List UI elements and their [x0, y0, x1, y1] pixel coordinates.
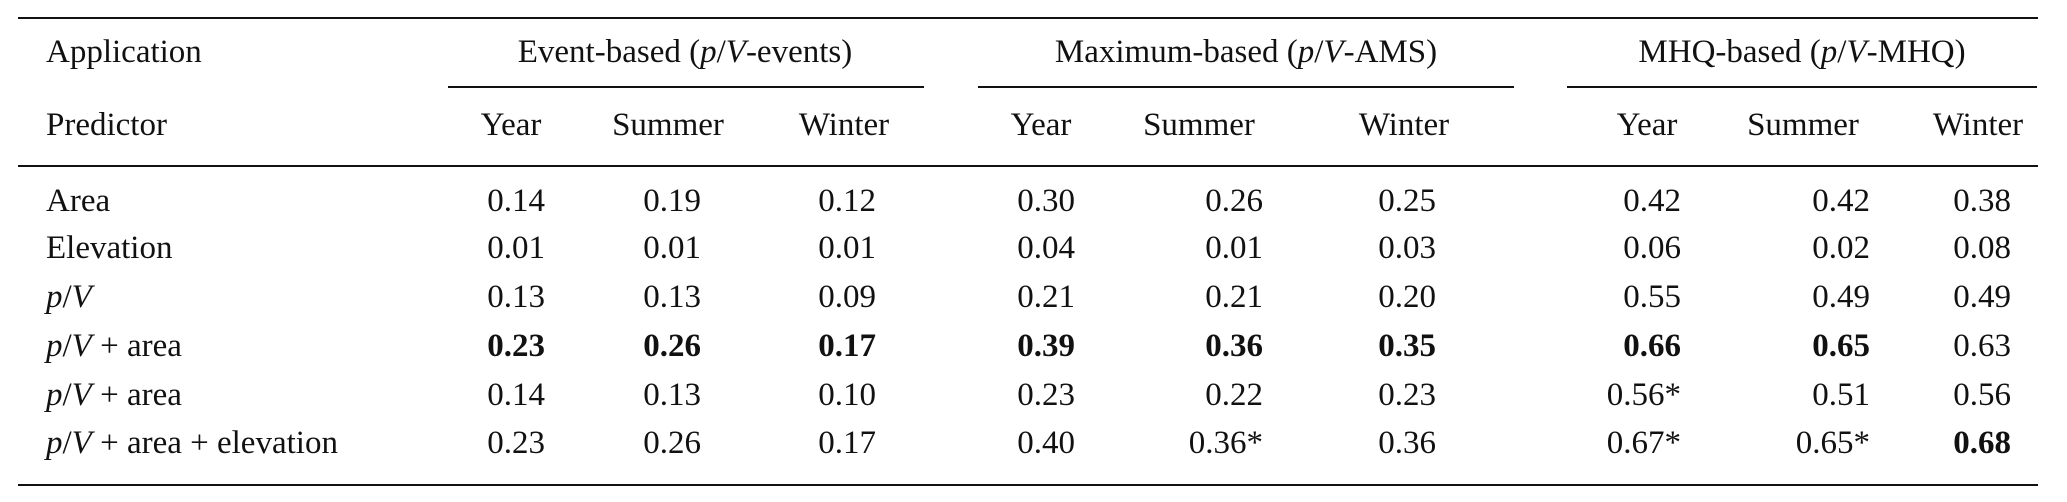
predictor-cell: p/V + area + elevation [44, 425, 338, 461]
value-cell: 0.10 [818, 377, 876, 413]
column-header: Summer [1143, 107, 1255, 143]
column-header: Year [1011, 107, 1072, 143]
value-cell: 0.23 [1017, 377, 1075, 413]
value-cell: 0.39 [1017, 328, 1075, 364]
value-cell: 0.08 [1953, 230, 2011, 266]
value-cell: 0.20 [1378, 279, 1436, 315]
value-cell: 0.36 [1378, 425, 1436, 461]
column-header: Winter [1359, 107, 1449, 143]
column-header: Summer [612, 107, 724, 143]
value-cell: 0.42 [1812, 183, 1870, 219]
value-cell: 0.23 [487, 425, 545, 461]
value-cell: 0.63 [1953, 328, 2011, 364]
value-cell: 0.49 [1812, 279, 1870, 315]
value-cell: 0.42 [1623, 183, 1681, 219]
value-cell: 0.25 [1378, 183, 1436, 219]
value-cell: 0.04 [1017, 230, 1075, 266]
value-cell: 0.17 [818, 328, 876, 364]
value-cell: 0.38 [1953, 183, 2011, 219]
value-cell: 0.17 [818, 425, 876, 461]
value-cell: 0.40 [1017, 425, 1075, 461]
predictor-cell: p/V + area [44, 377, 182, 413]
value-cell: 0.26 [643, 328, 701, 364]
value-cell: 0.14 [487, 377, 545, 413]
value-cell: 0.68 [1953, 425, 2011, 461]
value-cell: 0.26 [643, 425, 701, 461]
value-cell: 0.01 [1205, 230, 1263, 266]
value-cell: 0.67* [1607, 425, 1681, 461]
value-cell: 0.65 [1812, 328, 1870, 364]
column-header: Summer [1747, 107, 1859, 143]
value-cell: 0.01 [487, 230, 545, 266]
predictor-cell: p/V [44, 279, 96, 315]
value-cell: 0.06 [1623, 230, 1681, 266]
group-header: MHQ-based (p/V-MHQ) [1638, 34, 1965, 70]
value-cell: 0.01 [643, 230, 701, 266]
value-cell: 0.13 [643, 377, 701, 413]
column-header: Winter [799, 107, 889, 143]
value-cell: 0.09 [818, 279, 876, 315]
value-cell: 0.36 [1205, 328, 1263, 364]
group-header: Event-based (p/V-events) [518, 34, 852, 70]
value-cell: 0.13 [487, 279, 545, 315]
group-header: Maximum-based (p/V-AMS) [1055, 34, 1437, 70]
value-cell: 0.12 [818, 183, 876, 219]
value-cell: 0.65* [1796, 425, 1870, 461]
value-cell: 0.02 [1812, 230, 1870, 266]
value-cell: 0.49 [1953, 279, 2011, 315]
group-label: Application [46, 34, 202, 70]
value-cell: 0.66 [1623, 328, 1681, 364]
value-cell: 0.23 [487, 328, 545, 364]
value-cell: 0.51 [1812, 377, 1870, 413]
value-cell: 0.56* [1607, 377, 1681, 413]
value-cell: 0.22 [1205, 377, 1263, 413]
value-cell: 0.21 [1017, 279, 1075, 315]
value-cell: 0.03 [1378, 230, 1436, 266]
predictor-cell: Area [46, 183, 110, 219]
column-header: Winter [1933, 107, 2023, 143]
value-cell: 0.13 [643, 279, 701, 315]
value-cell: 0.56 [1953, 377, 2011, 413]
predictor-cell: p/V + area [44, 328, 182, 364]
value-cell: 0.19 [643, 183, 701, 219]
row-label: Predictor [46, 107, 167, 143]
value-cell: 0.35 [1378, 328, 1436, 364]
value-cell: 0.30 [1017, 183, 1075, 219]
value-cell: 0.26 [1205, 183, 1263, 219]
value-cell: 0.23 [1378, 377, 1436, 413]
value-cell: 0.01 [818, 230, 876, 266]
predictor-cell: Elevation [46, 230, 172, 266]
value-cell: 0.55 [1623, 279, 1681, 315]
column-header: Year [481, 107, 542, 143]
value-cell: 0.21 [1205, 279, 1263, 315]
value-cell: 0.14 [487, 183, 545, 219]
value-cell: 0.36* [1189, 425, 1263, 461]
column-header: Year [1617, 107, 1678, 143]
